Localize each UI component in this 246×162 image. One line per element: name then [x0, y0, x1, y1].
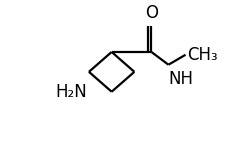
- Text: H₂N: H₂N: [55, 83, 87, 101]
- Text: NH: NH: [169, 70, 193, 88]
- Text: O: O: [145, 4, 158, 22]
- Text: CH₃: CH₃: [187, 46, 218, 64]
